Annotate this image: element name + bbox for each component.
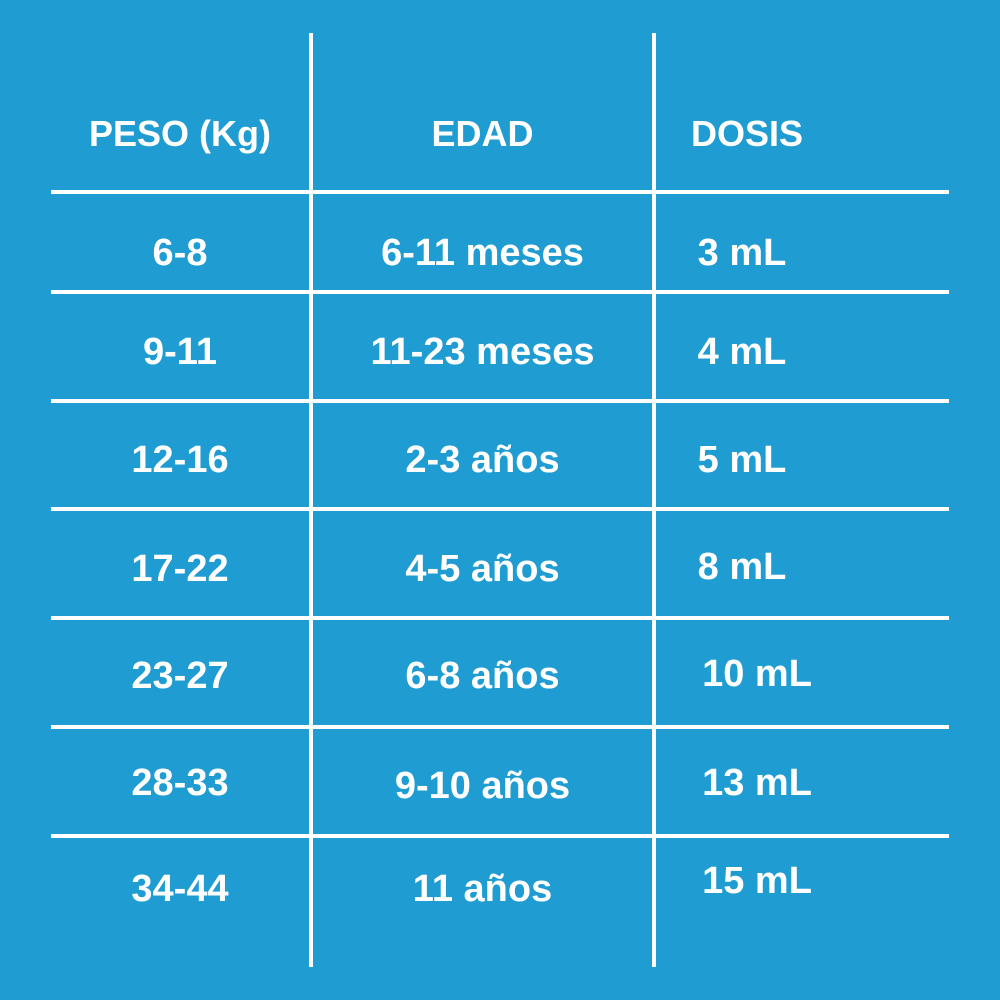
table-cell: 6-8 [152, 232, 208, 274]
table-cell: 6-8 años [405, 655, 560, 697]
table-cell: 13 mL [702, 762, 812, 804]
table-cell: 3 mL [697, 232, 787, 274]
row-divider [51, 834, 949, 838]
table-cell: 10 mL [702, 653, 812, 695]
table-cell: 4-5 años [405, 548, 560, 590]
header-peso: PESO (Kg) [88, 113, 271, 154]
header-dosis: DOSIS [690, 113, 804, 154]
table-cell: 11-23 meses [370, 331, 595, 373]
table-cell: 9-10 años [394, 765, 571, 807]
column-divider [309, 33, 313, 967]
header-edad: EDAD [431, 113, 534, 154]
table-cell: 2-3 años [405, 439, 560, 481]
table-cell: 8 mL [697, 546, 787, 588]
table-cell: 6-11 meses [381, 232, 584, 274]
row-divider [51, 507, 949, 511]
table-cell: 28-33 [131, 762, 229, 804]
table-cell: 5 mL [697, 439, 787, 481]
row-divider [51, 399, 949, 403]
table-cell: 17-22 [131, 548, 229, 590]
column-divider [652, 33, 656, 967]
table-cell: 23-27 [131, 655, 229, 697]
table-cell: 15 mL [702, 860, 812, 902]
table-cell: 12-16 [131, 439, 229, 481]
row-divider [51, 616, 949, 620]
row-divider [51, 290, 949, 294]
table-cell: 34-44 [131, 868, 229, 910]
row-divider [51, 725, 949, 729]
table-cell: 4 mL [697, 331, 787, 373]
table-cell: 9-11 [143, 331, 217, 373]
table-cell: 11 años [412, 868, 553, 910]
row-divider [51, 190, 949, 194]
